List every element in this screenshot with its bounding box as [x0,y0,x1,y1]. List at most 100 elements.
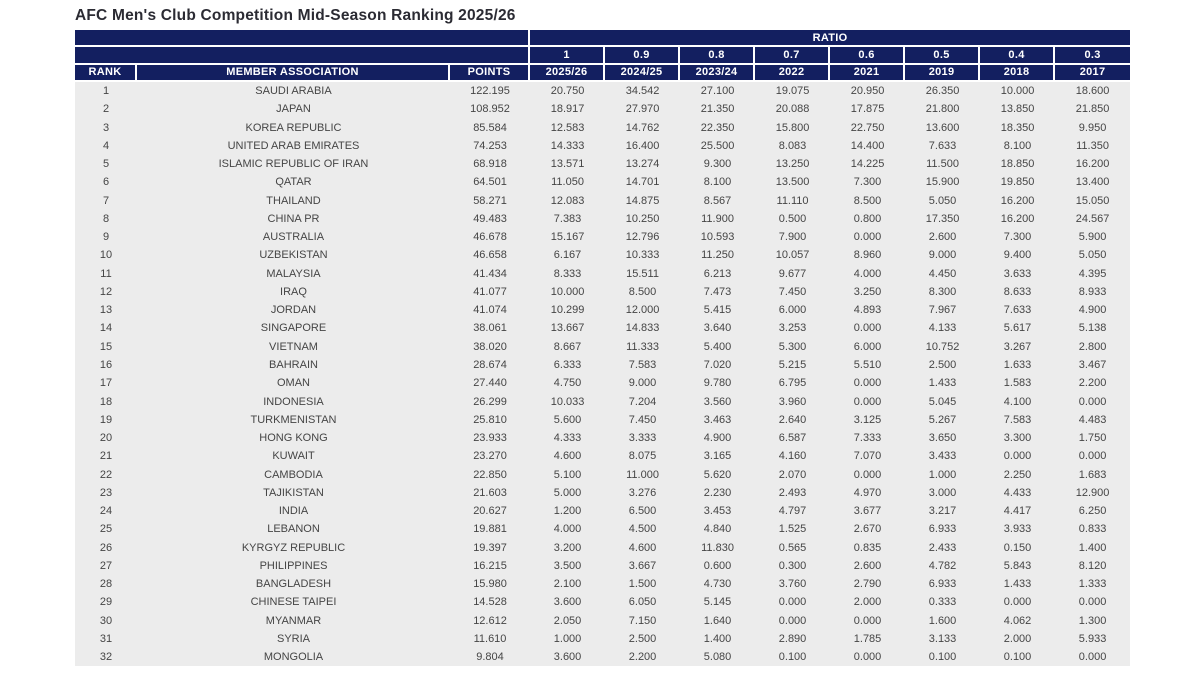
ratio-value-cell: 0.4 [980,47,1056,65]
ratio-points-cell: 11.000 [605,465,681,484]
table-row: 32 MONGOLIA 9.804 3.600 2.200 5.080 0.100 0.000… [75,648,1131,667]
table-row: 17 OMAN 27.440 4.750 9.000 9.780 6.795 0.000 1.4… [75,374,1131,393]
association-cell: PHILIPPINES [137,556,450,576]
ratio-points-cell: 3.267 [980,337,1056,356]
ratio-points-cell: 12.583 [530,118,606,137]
ratio-points-cell: 12.083 [530,191,606,210]
points-cell: 46.678 [450,228,531,247]
table-row: 6 QATAR 64.501 11.050 14.701 8.100 13.500 7.300… [75,173,1131,192]
ratio-points-cell: 6.250 [1055,502,1131,521]
ratio-points-cell: 7.070 [830,447,906,466]
ratio-points-cell: 7.900 [755,228,831,247]
ratio-points-cell: 3.600 [530,593,606,612]
ratio-points-cell: 0.833 [1055,520,1131,539]
ratio-points-cell: 5.415 [680,301,756,320]
points-cell: 38.020 [450,337,531,356]
ratio-points-cell: 4.730 [680,575,756,594]
ratio-points-cell: 7.633 [980,301,1056,320]
ratio-points-cell: 0.000 [1055,392,1131,411]
ratio-points-cell: 1.333 [1055,575,1131,594]
rank-cell: 24 [75,502,137,521]
ratio-points-cell: 11.350 [1055,136,1131,155]
year-header: 2017 [1055,64,1131,82]
ratio-points-cell: 6.167 [530,246,606,265]
ratio-points-cell: 16.400 [605,136,681,155]
table-row: 14 SINGAPORE 38.061 13.667 14.833 3.640 3.253 0… [75,319,1131,338]
association-cell: JAPAN [137,100,450,119]
table-row: 29 CHINESE TAIPEI 14.528 3.600 6.050 5.145 0.0… [75,593,1131,612]
ratio-points-cell: 5.620 [680,465,756,484]
points-cell: 22.850 [450,465,531,484]
rank-cell: 4 [75,136,137,155]
ratio-points-cell: 22.750 [830,118,906,137]
ratio-points-cell: 4.417 [980,502,1056,521]
rank-cell: 30 [75,611,137,630]
points-cell: 20.627 [450,502,531,521]
table-row: 21 KUWAIT 23.270 4.600 8.075 3.165 4.160 7.070 3… [75,447,1131,466]
association-cell: IRAQ [137,282,450,302]
rank-cell: 22 [75,465,137,484]
points-cell: 23.270 [450,447,531,466]
page-title: AFC Men's Club Competition Mid-Season Ra… [75,7,516,24]
ratio-points-cell: 9.300 [680,154,756,174]
ratio-points-cell: 6.933 [905,520,981,539]
ratio-points-cell: 13.850 [980,100,1056,119]
ratio-points-cell: 20.750 [530,81,606,101]
association-cell: KYRGYZ REPUBLIC [137,538,450,557]
points-cell: 85.584 [450,118,531,137]
rank-cell: 2 [75,100,137,119]
table-row: 25 LEBANON 19.881 4.000 4.500 4.840 1.525 2.670… [75,520,1131,539]
points-cell: 58.271 [450,191,531,210]
ranking-table: RATIO 1 0.9 0.8 0.7 0.6 0.5 0.4 0.3 RANK MEMBER … [75,30,1131,667]
association-cell: INDONESIA [137,392,450,411]
ratio-points-cell: 1.785 [830,629,906,649]
ratio-points-cell: 8.120 [1055,556,1131,576]
ratio-points-cell: 2.050 [530,611,606,630]
ratio-points-cell: 3.125 [830,410,906,429]
ratio-points-cell: 1.500 [605,575,681,594]
table-row: 8 CHINA PR 49.483 7.383 10.250 11.900 0.500 0.8… [75,209,1131,229]
ratio-points-cell: 1.583 [980,374,1056,393]
ratio-points-cell: 0.000 [755,593,831,612]
year-header: 2025/26 [530,64,606,82]
rank-cell: 3 [75,118,137,137]
rank-cell: 13 [75,301,137,320]
ratio-value-cell: 1 [530,47,606,65]
rank-cell: 14 [75,319,137,338]
ratio-points-cell: 5.145 [680,593,756,612]
table-row: 31 SYRIA 11.610 1.000 2.500 1.400 2.890 1.785 3.… [75,629,1131,649]
ratio-points-cell: 10.000 [530,282,606,302]
ratio-points-cell: 15.511 [605,264,681,283]
rank-cell: 32 [75,648,137,667]
ratio-points-cell: 20.950 [830,81,906,101]
ratio-points-cell: 3.650 [905,428,981,448]
ratio-points-cell: 2.800 [1055,337,1131,356]
ratio-points-cell: 4.433 [980,483,1056,502]
points-cell: 27.440 [450,374,531,393]
ratio-points-cell: 8.100 [980,136,1056,155]
ratio-points-cell: 0.000 [830,228,906,247]
ratio-points-cell: 10.593 [680,228,756,247]
ratio-points-cell: 18.350 [980,118,1056,137]
ratio-points-cell: 12.796 [605,228,681,247]
ratio-points-cell: 6.050 [605,593,681,612]
ratio-points-cell: 6.795 [755,374,831,393]
points-cell: 19.881 [450,520,531,539]
year-header: 2019 [905,64,981,82]
points-cell: 19.397 [450,538,531,557]
ratio-points-cell: 4.100 [980,392,1056,411]
table-row: 15 VIETNAM 38.020 8.667 11.333 5.400 5.300 6.00… [75,337,1131,356]
ratio-points-cell: 4.782 [905,556,981,576]
ratio-points-cell: 1.750 [1055,428,1131,448]
ratio-points-cell: 0.000 [980,593,1056,612]
ratio-points-cell: 3.200 [530,538,606,557]
ratio-points-cell: 10.333 [605,246,681,265]
column-header-points: POINTS [450,64,531,82]
ratio-points-cell: 2.500 [605,629,681,649]
ratio-points-cell: 12.900 [1055,483,1131,502]
rank-cell: 20 [75,428,137,448]
ratio-points-cell: 1.525 [755,520,831,539]
ratio-points-cell: 20.088 [755,100,831,119]
ratio-points-cell: 0.600 [680,556,756,576]
ratio-points-cell: 3.433 [905,447,981,466]
